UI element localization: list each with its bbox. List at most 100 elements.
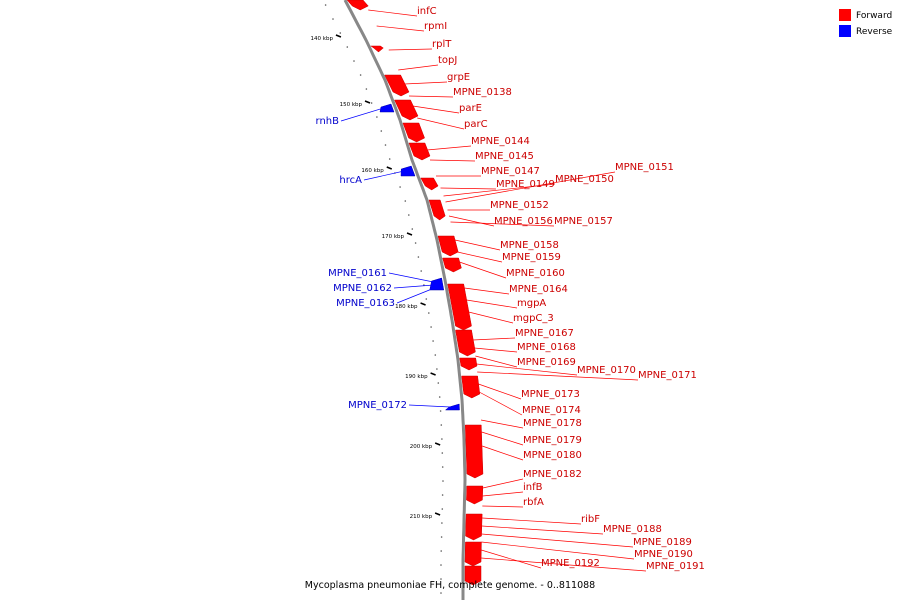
forward-leader: [482, 491, 524, 497]
legend-reverse-label: Reverse: [856, 27, 893, 37]
forward-gene-label: rpmI: [424, 21, 447, 32]
forward-leader: [408, 95, 454, 98]
reverse-feature: [379, 103, 395, 113]
forward-gene-label: mgpA: [517, 298, 546, 309]
forward-feature: [447, 283, 472, 331]
major-tick: [335, 34, 342, 38]
forward-feature: [466, 485, 484, 505]
forward-feature: [420, 177, 439, 191]
minor-tick-dot: [430, 326, 432, 328]
forward-gene-label: rbfA: [523, 497, 544, 508]
forward-feature: [428, 199, 446, 221]
feature-blocks: [346, 0, 484, 586]
forward-gene-label: MPNE_0147: [481, 166, 540, 177]
forward-leader: [459, 261, 507, 279]
genome-backbone: [343, 0, 467, 600]
gene-labels: infC rpmI rplT topJ grpE MPNE_0138 parE parC MPN…: [316, 6, 705, 572]
minor-tick-dot: [384, 144, 387, 146]
forward-gene-label: MPNE_0149: [496, 179, 555, 190]
reverse-leader: [393, 284, 434, 289]
forward-gene-label: rplT: [432, 39, 452, 50]
reverse-gene-label: MPNE_0163: [336, 298, 395, 309]
forward-gene-label: MPNE_0189: [633, 537, 692, 548]
minor-tick-dot: [442, 480, 444, 482]
minor-tick-dot: [411, 228, 414, 230]
minor-tick-dot: [441, 452, 444, 454]
legend: Forward Reverse: [839, 9, 893, 37]
minor-tick-dot: [324, 4, 327, 6]
minor-tick-dot: [388, 158, 391, 160]
forward-gene-label: MPNE_0159: [502, 252, 561, 263]
forward-gene-label: parC: [464, 119, 488, 130]
minor-tick-dot: [432, 340, 434, 342]
minor-tick-dot: [399, 186, 401, 188]
reverse-gene-label: MPNE_0161: [328, 268, 387, 279]
forward-leader: [412, 105, 460, 114]
forward-leader: [429, 159, 476, 162]
minor-tick-dot: [441, 494, 444, 496]
tick-label: 150 kbp: [340, 102, 363, 108]
forward-gene-label: grpE: [447, 72, 470, 83]
forward-gene-label: parE: [459, 103, 482, 114]
tick-label: 200 kbp: [410, 444, 433, 450]
forward-gene-label: MPNE_0180: [523, 450, 582, 461]
reverse-feature: [444, 403, 460, 411]
forward-leader: [481, 549, 542, 569]
major-tick: [434, 442, 441, 446]
forward-leader: [481, 541, 635, 560]
forward-leader: [481, 557, 647, 572]
tick-label: 210 kbp: [410, 514, 433, 520]
forward-gene-label: MPNE_0158: [500, 240, 559, 251]
reverse-gene-label: MPNE_0172: [348, 400, 407, 411]
forward-gene-label: MPNE_0160: [506, 268, 565, 279]
minor-tick-dot: [404, 200, 407, 202]
minor-tick-dot: [408, 214, 410, 216]
forward-feature: [442, 257, 462, 273]
forward-feature: [461, 375, 481, 399]
minor-tick-dot: [441, 438, 443, 440]
forward-feature: [346, 0, 369, 11]
major-tick: [430, 372, 436, 376]
forward-leader: [480, 419, 524, 429]
minor-tick-dot: [353, 60, 355, 62]
forward-gene-label: MPNE_0192: [541, 558, 600, 569]
forward-leader: [466, 299, 518, 309]
minor-tick-dot: [420, 270, 423, 272]
forward-gene-label: MPNE_0170: [577, 365, 636, 376]
legend-forward-label: Forward: [856, 11, 892, 21]
tick-label: 180 kbp: [395, 304, 418, 310]
genome-caption: Mycoplasma pneumoniae FH, complete genom…: [305, 580, 595, 591]
minor-tick-dot: [365, 88, 368, 90]
forward-gene-label: ribF: [581, 514, 600, 525]
forward-leader: [445, 171, 616, 203]
forward-leader: [448, 215, 495, 227]
minor-tick-dot: [440, 536, 443, 538]
forward-gene-label: MPNE_0164: [509, 284, 568, 295]
forward-gene-label: mgpC_3: [513, 313, 554, 324]
forward-leader: [474, 347, 518, 353]
forward-gene-label: infC: [417, 6, 437, 17]
forward-gene-label: MPNE_0157: [554, 216, 613, 227]
major-tick: [406, 232, 413, 236]
tick-label: 190 kbp: [405, 374, 428, 380]
tick-label: 170 kbp: [382, 234, 405, 240]
reverse-feature: [429, 277, 445, 291]
forward-leader: [475, 355, 518, 368]
minor-tick-dot: [428, 312, 430, 314]
minor-tick-dot: [425, 298, 428, 300]
minor-tick-dot: [437, 382, 440, 384]
minor-tick-dot: [439, 410, 442, 412]
forward-gene-label: MPNE_0179: [523, 435, 582, 446]
reverse-leader: [388, 272, 434, 283]
minor-tick-dot: [436, 368, 438, 370]
forward-leader: [481, 431, 524, 446]
forward-gene-label: MPNE_0171: [638, 370, 697, 381]
forward-feature: [459, 357, 478, 371]
forward-feature: [402, 122, 425, 143]
forward-leader: [450, 221, 555, 227]
minor-tick-dot: [441, 522, 443, 524]
minor-tick-dot: [440, 578, 442, 580]
forward-gene-label: MPNE_0152: [490, 200, 549, 211]
major-tick: [364, 100, 371, 104]
